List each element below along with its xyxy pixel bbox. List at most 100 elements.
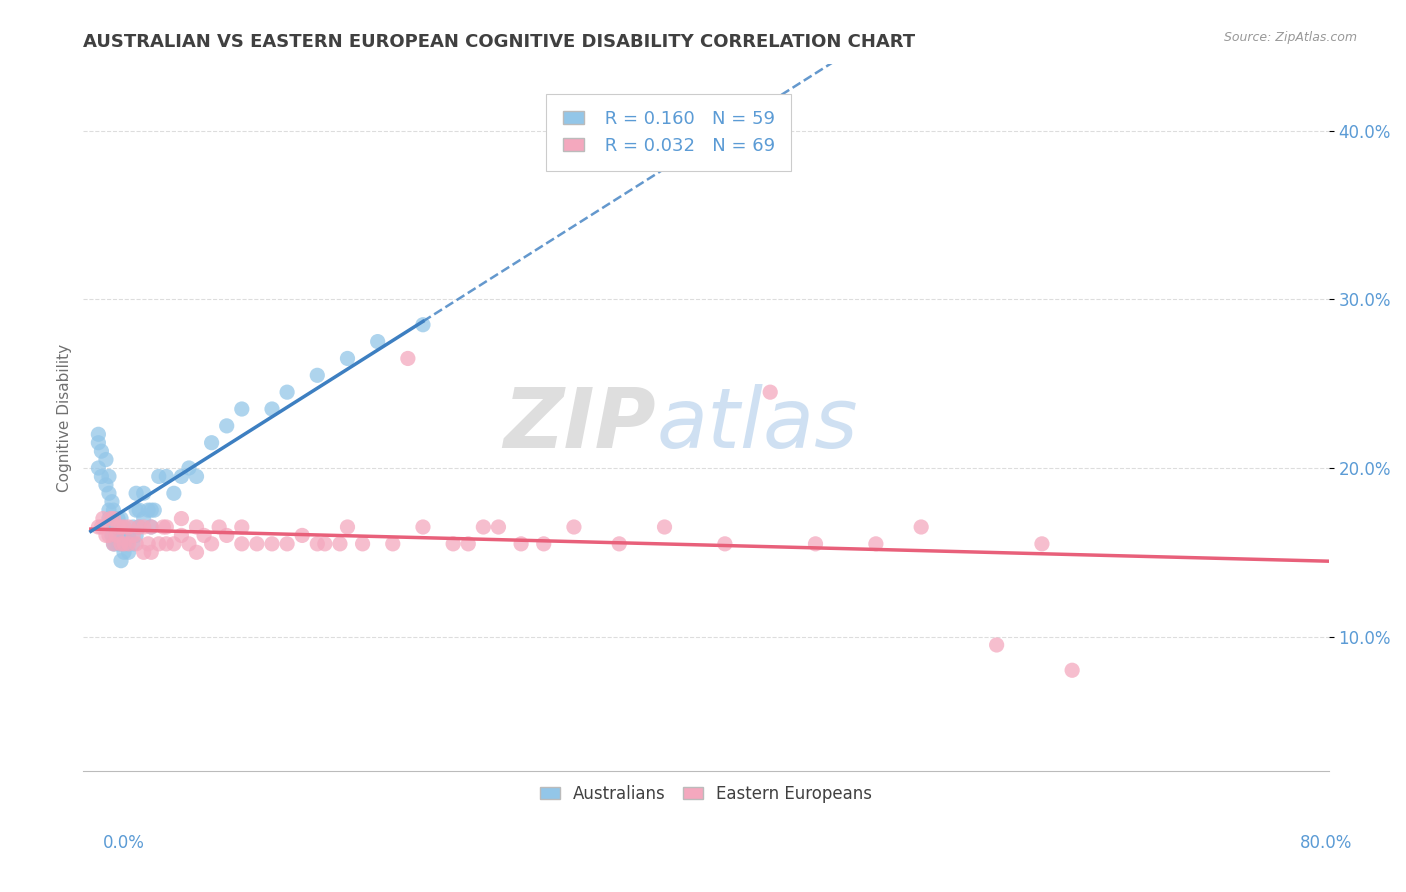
Point: [152, 520, 174, 534]
Point: [125, 486, 148, 500]
Point: [155, 537, 177, 551]
Text: Source: ZipAtlas.com: Source: ZipAtlas.com: [1223, 31, 1357, 45]
Point: [307, 537, 329, 551]
Point: [97, 486, 120, 500]
Point: [101, 511, 124, 525]
Point: [170, 511, 193, 525]
Point: [105, 528, 128, 542]
Point: [141, 545, 163, 559]
Point: [215, 418, 238, 433]
Point: [97, 511, 120, 525]
Point: [90, 444, 112, 458]
Point: [107, 520, 129, 534]
Point: [110, 528, 132, 542]
Point: [110, 554, 132, 568]
Point: [97, 528, 120, 542]
Point: [94, 528, 117, 542]
Point: [186, 469, 208, 483]
Point: [112, 545, 135, 559]
Point: [117, 520, 139, 534]
Point: [163, 537, 186, 551]
Point: [117, 545, 139, 559]
Point: [87, 427, 110, 442]
Point: [103, 537, 125, 551]
Point: [91, 511, 114, 525]
Text: 0.0%: 0.0%: [103, 834, 145, 852]
Point: [94, 452, 117, 467]
Point: [107, 528, 129, 542]
Point: [110, 520, 132, 534]
Point: [103, 511, 125, 525]
Point: [122, 528, 145, 542]
Text: 80.0%: 80.0%: [1301, 834, 1353, 852]
Point: [125, 528, 148, 542]
Point: [276, 537, 298, 551]
Point: [441, 537, 464, 551]
Point: [1031, 537, 1053, 551]
Point: [141, 503, 163, 517]
Point: [155, 469, 177, 483]
Point: [260, 402, 283, 417]
Point: [112, 537, 135, 551]
Point: [104, 537, 127, 551]
Point: [128, 520, 150, 534]
Point: [381, 537, 404, 551]
Point: [291, 528, 314, 542]
Point: [986, 638, 1008, 652]
Point: [457, 537, 479, 551]
Point: [163, 486, 186, 500]
Point: [865, 537, 887, 551]
Point: [103, 503, 125, 517]
Point: [329, 537, 352, 551]
Point: [412, 318, 434, 332]
Point: [336, 351, 359, 366]
Point: [714, 537, 737, 551]
Point: [132, 486, 155, 500]
Point: [804, 537, 827, 551]
Point: [90, 469, 112, 483]
Point: [352, 537, 374, 551]
Point: [562, 520, 585, 534]
Point: [94, 478, 117, 492]
Point: [201, 435, 224, 450]
Point: [97, 469, 120, 483]
Point: [112, 520, 135, 534]
Point: [314, 537, 336, 551]
Point: [276, 385, 298, 400]
Point: [143, 503, 166, 517]
Point: [107, 511, 129, 525]
Point: [177, 537, 200, 551]
Point: [136, 537, 159, 551]
Point: [170, 469, 193, 483]
Point: [87, 435, 110, 450]
Point: [472, 520, 495, 534]
Point: [115, 537, 138, 551]
Point: [136, 503, 159, 517]
Point: [128, 503, 150, 517]
Point: [759, 385, 782, 400]
Point: [510, 537, 533, 551]
Point: [367, 334, 389, 349]
Point: [103, 537, 125, 551]
Point: [208, 520, 231, 534]
Point: [141, 520, 163, 534]
Point: [125, 537, 148, 551]
Point: [231, 520, 253, 534]
Point: [125, 503, 148, 517]
Point: [117, 528, 139, 542]
Point: [201, 537, 224, 551]
Point: [107, 537, 129, 551]
Point: [148, 537, 170, 551]
Point: [910, 520, 932, 534]
Point: [110, 511, 132, 525]
Point: [396, 351, 419, 366]
Point: [231, 402, 253, 417]
Point: [104, 520, 127, 534]
Point: [488, 520, 510, 534]
Point: [112, 528, 135, 542]
Y-axis label: Cognitive Disability: Cognitive Disability: [58, 343, 72, 491]
Point: [170, 528, 193, 542]
Point: [1062, 663, 1084, 677]
Point: [260, 537, 283, 551]
Point: [101, 528, 124, 542]
